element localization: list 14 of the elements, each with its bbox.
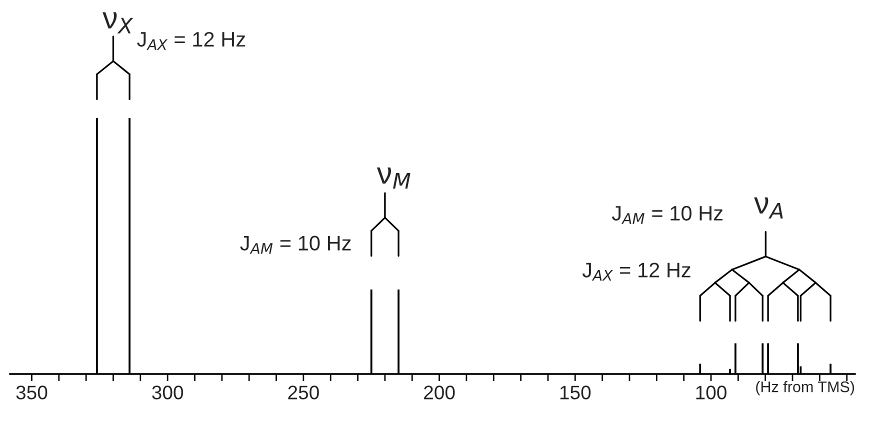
annotation: ν$_{A}$ <box>754 197 783 219</box>
x-tick-label: 100 <box>696 386 726 400</box>
x-tick-label: 300 <box>152 386 184 400</box>
text: ν$_{X}$ <box>102 12 134 34</box>
x-tick-label: 250 <box>288 386 319 400</box>
x-tick-label: 350 <box>16 386 48 400</box>
annotation: J$_{AM}$ = 10 Hz <box>612 206 723 224</box>
x-axis-title: (Hz from TMS) <box>756 381 854 396</box>
annotation: ν$_{M}$ <box>376 167 410 189</box>
x-tick-label: 150 <box>560 386 591 400</box>
x-tick-label: 200 <box>424 386 455 400</box>
annotation: J$_{AM}$ = 10 Hz <box>240 236 351 254</box>
text: J$_{AX}$ = 12 Hz <box>137 32 246 50</box>
annotation: J$_{AX}$ = 12 Hz <box>582 262 690 281</box>
